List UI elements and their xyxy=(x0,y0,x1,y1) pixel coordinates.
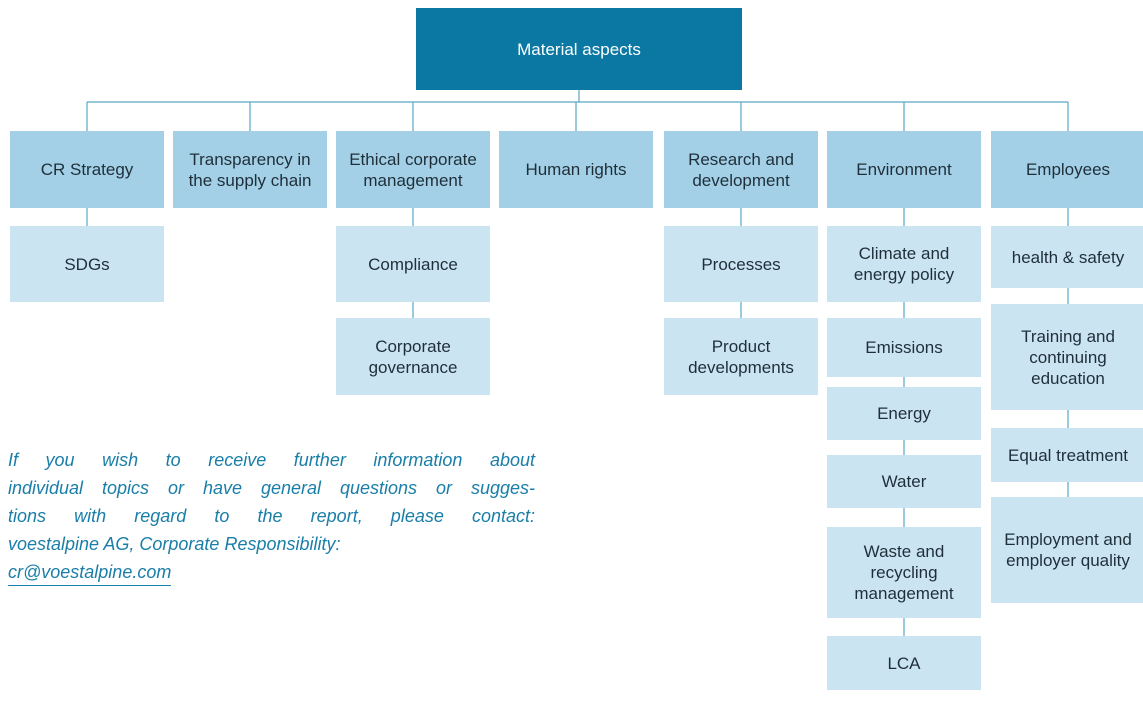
contact-line: If you wish to receive further informati… xyxy=(8,450,535,470)
category-node: Ethical corporate management xyxy=(336,131,490,208)
contact-text: If you wish to receive further informati… xyxy=(8,446,535,586)
category-node: Employees xyxy=(991,131,1143,208)
child-node: Emissions xyxy=(827,318,981,377)
child-node: Energy xyxy=(827,387,981,440)
category-node: Human rights xyxy=(499,131,653,208)
category-node: Research and development xyxy=(664,131,818,208)
child-node: LCA xyxy=(827,636,981,690)
category-node: Transparency in the supply chain xyxy=(173,131,327,208)
child-node: SDGs xyxy=(10,226,164,302)
root-node: Material aspects xyxy=(416,8,742,90)
contact-line: individual topics or have general questi… xyxy=(8,478,535,498)
child-node: Climate and energy policy xyxy=(827,226,981,302)
category-node: CR Strategy xyxy=(10,131,164,208)
child-node: Water xyxy=(827,455,981,508)
child-node: Waste and recycling management xyxy=(827,527,981,618)
child-node: Processes xyxy=(664,226,818,302)
child-node: Compliance xyxy=(336,226,490,302)
category-node: Environment xyxy=(827,131,981,208)
contact-line: tions with regard to the report, please … xyxy=(8,506,535,526)
contact-line: voestalpine AG, Corporate Responsibility… xyxy=(8,534,341,554)
child-node: health & safety xyxy=(991,226,1143,288)
child-node: Product developments xyxy=(664,318,818,395)
child-node: Corporate governance xyxy=(336,318,490,395)
child-node: Employment and employer quality xyxy=(991,497,1143,603)
child-node: Equal treatment xyxy=(991,428,1143,482)
email-link[interactable]: cr@voestalpine.com xyxy=(8,559,172,586)
child-node: Training and continuing education xyxy=(991,304,1143,410)
